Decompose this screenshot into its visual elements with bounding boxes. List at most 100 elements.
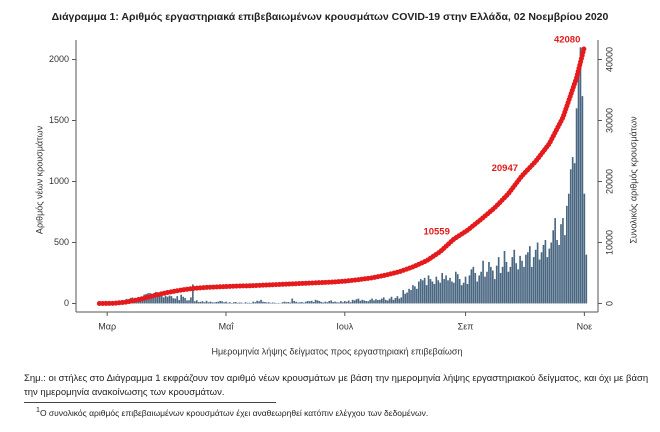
bar: [174, 298, 177, 304]
bar: [260, 299, 262, 304]
bar: [248, 302, 251, 304]
bar: [338, 302, 340, 304]
bar: [414, 286, 416, 304]
bar: [544, 240, 547, 304]
bar: [232, 302, 235, 304]
x-tick-label: Μαρ: [98, 321, 116, 331]
bar: [427, 275, 430, 304]
bar: [283, 301, 286, 304]
bar: [266, 302, 268, 304]
bar: [466, 283, 469, 304]
bar: [456, 274, 459, 304]
y2-tick-label: 40000: [604, 47, 614, 72]
bar: [509, 266, 512, 304]
bar: [523, 266, 525, 304]
bar: [585, 254, 588, 304]
bar: [264, 301, 266, 304]
bar: [433, 283, 436, 304]
bar: [291, 298, 294, 304]
y2-tick-label: 10000: [604, 230, 614, 255]
bar: [326, 302, 329, 304]
bar: [564, 235, 566, 304]
bar: [367, 301, 369, 304]
bar: [213, 302, 216, 304]
bar: [501, 266, 504, 304]
bar: [478, 275, 481, 304]
bar: [379, 299, 381, 304]
bar: [495, 265, 498, 304]
bar: [384, 299, 387, 304]
bar: [193, 301, 196, 304]
chart: Διάγραμμα 1: Αριθμός εργαστηριακά επιβεβ…: [34, 11, 638, 357]
bar: [227, 302, 229, 304]
bar: [151, 296, 153, 304]
bar: [569, 169, 572, 304]
bar: [287, 301, 290, 304]
bar: [343, 301, 346, 304]
bar: [359, 300, 362, 304]
bar: [377, 300, 379, 304]
bar: [556, 240, 558, 304]
bar: [158, 294, 161, 304]
bar: [567, 193, 570, 304]
bar: [573, 163, 576, 304]
bar: [453, 282, 455, 304]
bar: [363, 300, 366, 304]
bar: [361, 299, 364, 304]
bar: [180, 294, 183, 304]
bar: [538, 259, 541, 304]
bar: [221, 301, 223, 304]
bar: [404, 293, 406, 304]
bar: [468, 275, 471, 304]
bar: [480, 271, 482, 304]
y2-tick-label: 20000: [604, 169, 614, 194]
bar: [299, 302, 301, 304]
bar: [223, 302, 225, 304]
bar: [421, 280, 424, 304]
bar: [310, 300, 313, 304]
bar: [336, 302, 338, 304]
bar: [529, 246, 531, 304]
bar: [382, 297, 385, 304]
bar: [474, 272, 477, 304]
bar: [303, 302, 305, 304]
bar: [425, 285, 428, 304]
bar: [240, 302, 243, 304]
bar: [460, 285, 463, 304]
bar: [540, 252, 543, 304]
bar: [560, 224, 562, 304]
bar: [441, 272, 444, 304]
bar: [234, 301, 237, 304]
bar: [458, 279, 461, 304]
bar: [293, 301, 295, 304]
y-tick-label: 1000: [49, 176, 69, 186]
bar: [419, 279, 422, 304]
bar: [536, 242, 539, 304]
bar: [273, 302, 276, 304]
bar: [577, 71, 580, 304]
bar: [575, 108, 578, 304]
bar: [285, 302, 288, 304]
bar: [330, 300, 332, 304]
bar: [340, 301, 342, 304]
bar: [215, 301, 218, 304]
bar: [410, 290, 412, 304]
y-tick-label: 0: [64, 298, 69, 308]
bar: [511, 257, 514, 304]
bar: [209, 301, 212, 304]
bar: [314, 299, 317, 304]
bar: [388, 298, 391, 304]
bar: [262, 301, 264, 304]
bar: [398, 298, 401, 304]
bar: [445, 275, 447, 304]
y-tick-label: 1500: [49, 115, 69, 125]
bar: [190, 297, 192, 304]
bar: [394, 297, 397, 304]
bar: [380, 298, 383, 304]
bar: [488, 261, 490, 304]
bar: [431, 281, 434, 304]
bar: [566, 205, 568, 304]
bar: [435, 276, 438, 304]
bar: [486, 271, 488, 304]
